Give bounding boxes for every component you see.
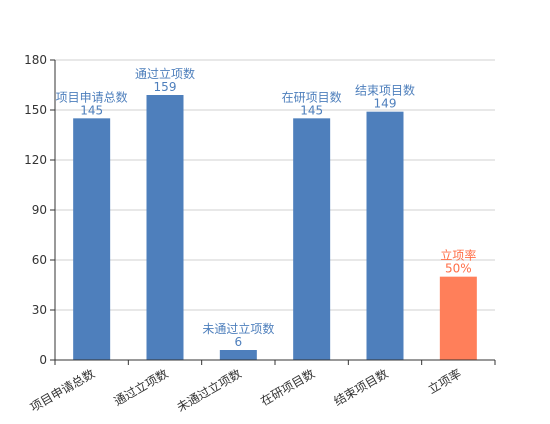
x-tick-label: 项目申请总数 [27, 366, 97, 415]
data-label-name: 未通过立项数 [202, 321, 274, 336]
data-label-name: 项目申请总数 [56, 89, 128, 104]
y-tick-label: 30 [32, 303, 47, 317]
data-label-value: 159 [154, 80, 177, 94]
y-tick-label: 60 [32, 253, 47, 267]
data-label-value: 145 [80, 103, 103, 117]
x-tick-label: 未通过立项数 [174, 366, 244, 415]
data-label-name: 在研项目数 [282, 89, 342, 104]
data-label-name: 通过立项数 [135, 66, 195, 81]
y-tick-label: 180 [24, 53, 47, 67]
data-label-name: 结束项目数 [355, 83, 415, 98]
data-label-name: 立项率 [440, 248, 476, 263]
x-tick-label: 立项率 [425, 366, 464, 397]
grid-layer [55, 59, 495, 311]
y-tick-label: 120 [24, 153, 47, 167]
bar-layer [73, 95, 477, 361]
x-tick-label: 通过立项数 [111, 366, 170, 409]
data-label-value: 50% [445, 262, 472, 276]
y-tick-label: 90 [32, 203, 47, 217]
bar [219, 350, 257, 360]
bar [439, 276, 477, 360]
x-tick-label: 结束项目数 [331, 366, 390, 409]
x-tick-label: 在研项目数 [258, 366, 317, 409]
bar [293, 118, 331, 360]
bar [146, 95, 184, 360]
y-tick-label: 0 [39, 353, 47, 367]
label-layer: 项目申请总数145通过立项数159未通过立项数6在研项目数145结束项目数149… [56, 66, 477, 349]
data-label-value: 149 [374, 97, 397, 111]
y-tick-label: 150 [24, 103, 47, 117]
bar [366, 111, 404, 361]
data-label-value: 145 [300, 103, 323, 117]
bar [73, 118, 111, 360]
data-label-value: 6 [235, 335, 243, 349]
